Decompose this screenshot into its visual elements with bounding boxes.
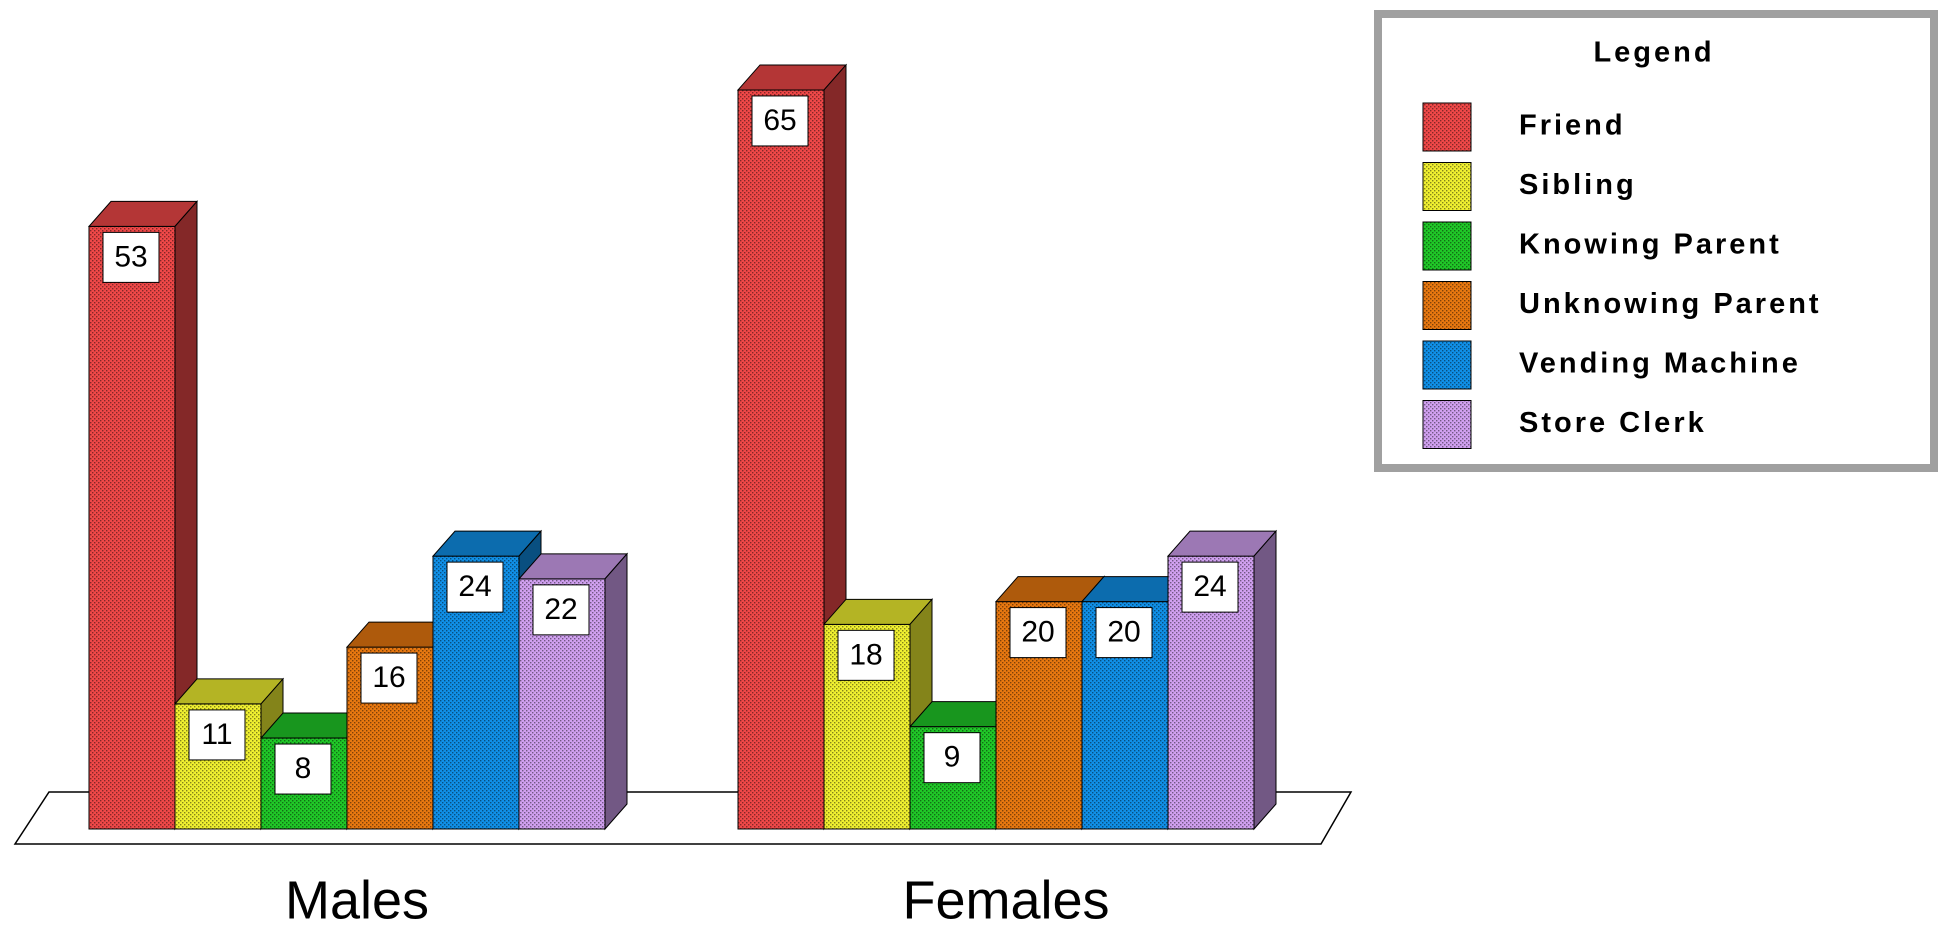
legend-swatch-texture [1423, 162, 1471, 211]
value-label: 24 [458, 570, 491, 603]
bar-side [604, 552, 628, 831]
value-label: 11 [201, 718, 232, 751]
value-label-box [102, 231, 160, 283]
value-label: 53 [114, 240, 147, 273]
legend-label: Store Clerk [1519, 407, 1707, 439]
legend-label: Knowing Parent [1519, 229, 1782, 261]
value-label-box [274, 743, 332, 795]
value-label-box [446, 561, 504, 613]
value-label: 20 [1021, 616, 1054, 649]
category-label: Males [285, 870, 429, 930]
value-label: 22 [544, 593, 577, 626]
bar-side [1253, 529, 1277, 831]
value-label: 18 [849, 638, 882, 671]
value-label-box [188, 709, 246, 761]
value-label-box [360, 652, 418, 704]
value-label: 65 [763, 104, 796, 137]
legend-label: Vending Machine [1519, 348, 1801, 380]
legend-label: Sibling [1519, 169, 1637, 201]
legend-swatch-texture [1423, 341, 1471, 389]
legend-swatch-texture [1423, 281, 1471, 330]
category-label: Females [902, 870, 1109, 930]
value-label-box [1095, 607, 1153, 659]
value-label-box [1009, 607, 1067, 659]
value-label: 16 [372, 661, 405, 694]
value-label: 8 [295, 752, 312, 785]
bar-texture [89, 226, 175, 829]
legend-label: Friend [1519, 110, 1626, 142]
value-label-box [532, 584, 590, 636]
value-label-box [751, 95, 809, 147]
value-label: 9 [944, 741, 961, 774]
value-label-box [923, 732, 981, 784]
legend-title: Legend [1593, 37, 1714, 69]
value-label: 20 [1107, 616, 1140, 649]
bar-texture [738, 89, 824, 829]
legend-swatch-texture [1423, 103, 1471, 151]
legend-swatch-texture [1423, 400, 1471, 449]
value-label: 24 [1193, 570, 1226, 603]
legend-swatch-texture [1423, 222, 1471, 270]
legend-label: Unknowing Parent [1519, 288, 1822, 320]
value-label-box [837, 629, 895, 681]
value-label-box [1181, 561, 1239, 613]
